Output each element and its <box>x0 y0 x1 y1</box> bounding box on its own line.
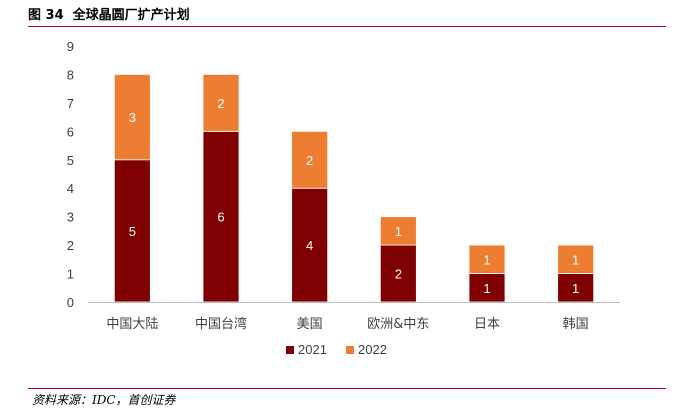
bar-2021-4 <box>468 273 506 303</box>
data-label: 5 <box>129 224 136 239</box>
data-label: 3 <box>129 110 136 125</box>
figure-title: 图 34 全球晶圆厂扩产计划 <box>28 8 190 23</box>
category-label: 韩国 <box>563 317 589 332</box>
source-note: 资料来源：IDC，首创证券 <box>32 393 176 407</box>
category-label: 美国 <box>297 317 323 332</box>
data-label: 1 <box>395 224 402 239</box>
data-label: 2 <box>306 153 313 168</box>
top-rule <box>28 26 666 27</box>
category-label: 中国大陆 <box>106 316 158 332</box>
bar-2022-0 <box>113 74 151 161</box>
y-tick-label: 9 <box>67 39 74 54</box>
y-tick-label: 2 <box>67 238 74 253</box>
bar-2022-1 <box>202 74 240 132</box>
bar-2022-5 <box>557 244 595 274</box>
bar-2021-1 <box>202 130 240 303</box>
y-tick-label: 7 <box>67 96 74 111</box>
y-tick-label: 4 <box>67 181 74 196</box>
legend-label: 2022 <box>358 342 387 357</box>
data-label: 6 <box>217 210 224 225</box>
category-label: 中国台湾 <box>195 316 247 332</box>
data-label: 2 <box>395 267 402 282</box>
bottom-rule <box>28 388 666 389</box>
y-tick-label: 5 <box>67 153 74 168</box>
y-tick-label: 8 <box>67 67 74 82</box>
legend-swatch-2022 <box>346 346 354 354</box>
bar-2021-2 <box>291 187 329 303</box>
bar-2021-5 <box>557 273 595 303</box>
y-tick-label: 3 <box>67 210 74 225</box>
data-label: 1 <box>483 252 490 267</box>
category-label: 日本 <box>474 317 500 332</box>
y-tick-label: 1 <box>67 267 74 282</box>
bar-2021-3 <box>379 244 417 303</box>
y-tick-label: 0 <box>67 295 74 310</box>
bar-2022-2 <box>291 130 329 189</box>
legend-label: 2021 <box>298 342 327 357</box>
bar-2022-4 <box>468 244 506 274</box>
data-label: 1 <box>572 281 579 296</box>
category-label: 欧洲&中东 <box>367 317 429 332</box>
data-label: 4 <box>306 238 313 253</box>
data-label: 2 <box>217 96 224 111</box>
bar-2021-0 <box>113 159 151 303</box>
legend-swatch-2021 <box>286 346 294 354</box>
figure-title-bar: 图 34 全球晶圆厂扩产计划 <box>28 4 666 26</box>
bar-2022-3 <box>379 216 417 246</box>
data-label: 1 <box>572 252 579 267</box>
data-label: 1 <box>483 281 490 296</box>
y-tick-label: 6 <box>67 124 74 139</box>
